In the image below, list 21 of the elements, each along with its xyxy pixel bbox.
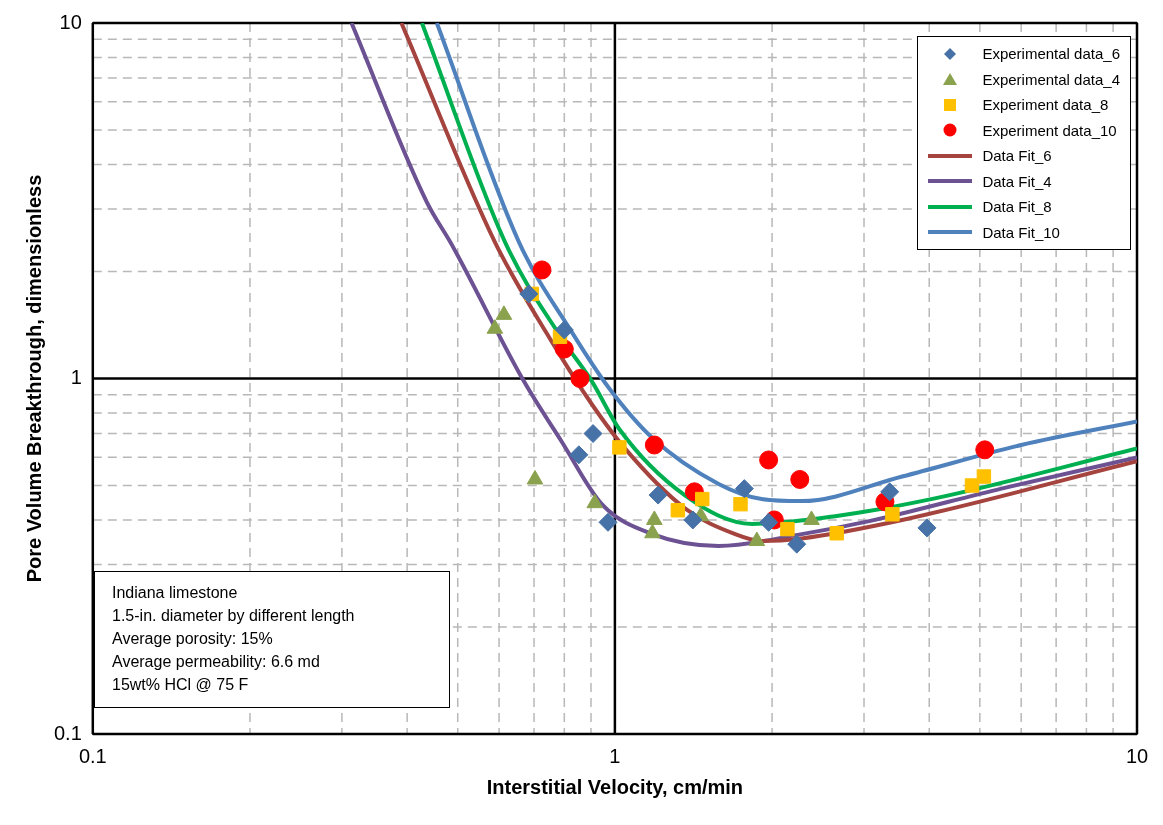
legend-label: Experiment data_8 bbox=[982, 96, 1109, 114]
annotation: Indiana limestone bbox=[112, 583, 239, 603]
y-tick-label: 10 bbox=[59, 10, 82, 33]
legend-label: Data Fit_4 bbox=[982, 172, 1052, 190]
legend-label: Experimental data_4 bbox=[982, 70, 1120, 88]
annotation: Average porosity: 15% bbox=[112, 629, 274, 649]
legend-label: Data Fit_8 bbox=[982, 198, 1052, 216]
legend-label: Experimental data_6 bbox=[982, 45, 1120, 63]
legend-label: Data Fit_10 bbox=[982, 223, 1060, 241]
x-tick-label: 1 bbox=[609, 744, 621, 767]
x-tick-label: 10 bbox=[1125, 744, 1149, 767]
legend-label: Experiment data_10 bbox=[982, 121, 1117, 139]
x-tick-label: 0.1 bbox=[78, 744, 107, 767]
y-tick-label: 1 bbox=[70, 366, 82, 389]
annotation: Average permeability: 6.6 md bbox=[112, 652, 321, 672]
y-axis-title: Pore Volume Breakthrough, dimensionless bbox=[22, 174, 45, 583]
legend-label: Data Fit_6 bbox=[982, 147, 1052, 165]
annotation: 15wt% HCl @ 75 F bbox=[112, 675, 250, 695]
annotation: 1.5-in. diameter by different length bbox=[112, 606, 356, 626]
x-axis-title: Interstitial Velocity, cm/min bbox=[486, 775, 744, 798]
y-tick-label: 0.1 bbox=[53, 721, 82, 744]
